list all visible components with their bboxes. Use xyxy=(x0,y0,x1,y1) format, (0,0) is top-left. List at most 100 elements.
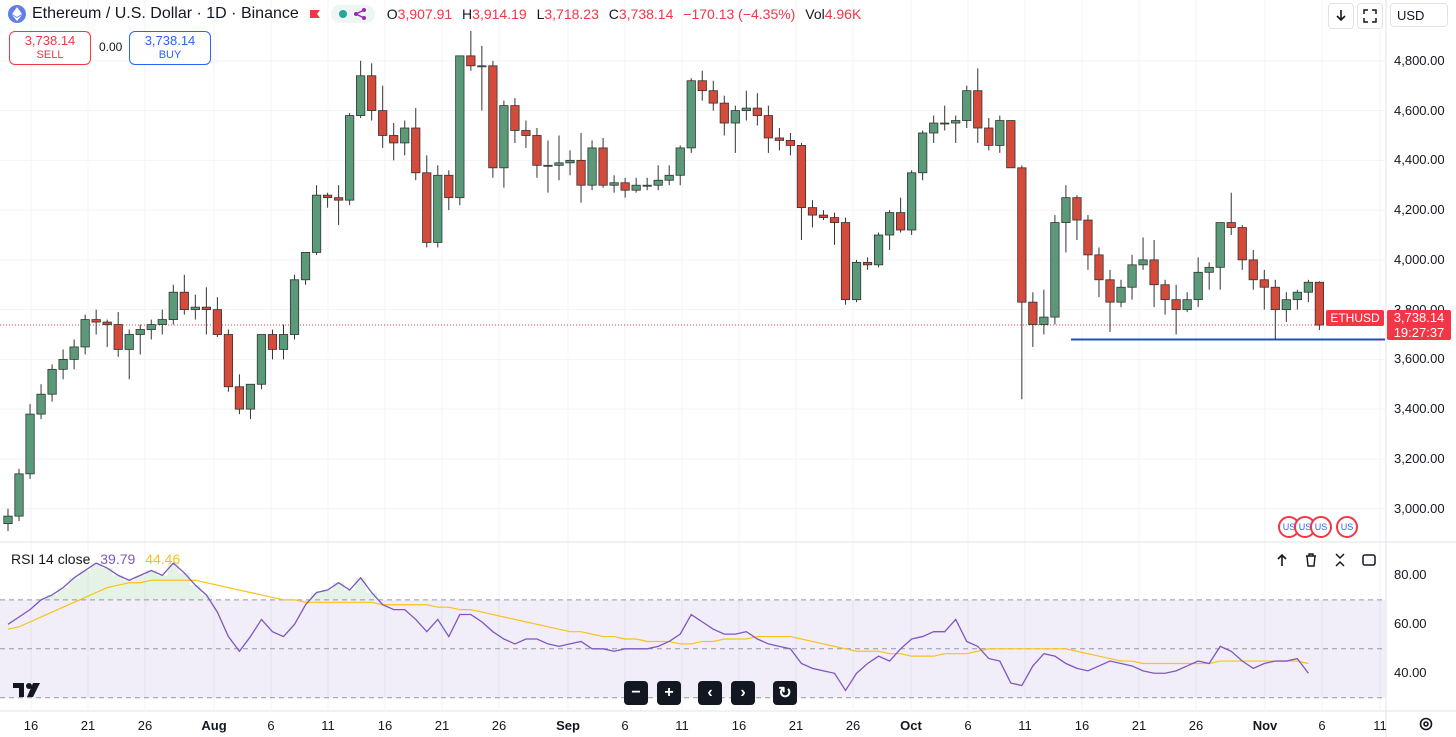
collapse-icon xyxy=(1335,553,1345,567)
ethereum-logo-icon xyxy=(8,5,26,23)
candle-body xyxy=(1226,222,1236,228)
currency-select[interactable]: USD xyxy=(1390,3,1448,27)
time-axis-label: 16 xyxy=(1074,718,1090,733)
buy-label: BUY xyxy=(158,49,182,61)
candle-body xyxy=(36,393,46,415)
candle-body xyxy=(256,334,267,385)
time-axis-label: 16 xyxy=(731,718,747,733)
candle-body xyxy=(1281,299,1291,311)
gear-icon xyxy=(1419,717,1433,731)
sell-button[interactable]: 3,738.14 SELL xyxy=(9,31,91,65)
candle-body xyxy=(345,115,355,201)
price-axis-label: 3,400.00 xyxy=(1394,401,1445,417)
zoom-out-button[interactable]: − xyxy=(624,681,648,705)
candle-body xyxy=(1006,120,1016,169)
fullscreen-button[interactable] xyxy=(1357,3,1383,29)
maximize-icon xyxy=(1362,554,1376,566)
rsi-axis-label: 80.00 xyxy=(1394,567,1427,583)
candle-body xyxy=(234,386,245,410)
candle-body xyxy=(146,324,156,330)
candle-body xyxy=(598,147,608,186)
buy-button[interactable]: 3,738.14 BUY xyxy=(129,31,211,65)
candle-body xyxy=(1248,259,1258,281)
candle-body xyxy=(620,182,630,191)
candle-body xyxy=(1072,197,1082,221)
candle-body xyxy=(455,55,465,199)
candle-body xyxy=(289,279,300,335)
change-value: −170.13 (−4.35%) xyxy=(683,6,796,22)
last-price-tag: 3,738.14 19:27:37 xyxy=(1387,310,1451,340)
candle-body xyxy=(554,162,564,166)
us-flag-event-icon[interactable]: US xyxy=(1310,516,1332,538)
candle-body xyxy=(1160,284,1170,301)
candle-body xyxy=(1215,222,1225,268)
candle-body xyxy=(102,321,112,325)
time-axis-label: 16 xyxy=(377,718,393,733)
economic-events[interactable]: US US US US xyxy=(1278,516,1358,538)
scroll-left-button[interactable]: ‹ xyxy=(698,681,722,705)
time-axis-label: 11 xyxy=(321,718,335,733)
time-axis-label: 21 xyxy=(80,718,96,733)
candle-body xyxy=(940,122,950,125)
data-status-pill[interactable] xyxy=(330,5,375,23)
candle-body xyxy=(367,75,377,111)
time-axis-label: 16 xyxy=(23,718,39,733)
symbol-legend[interactable]: Ethereum / U.S. Dollar · 1D · Binance O3… xyxy=(8,3,867,25)
settings-button[interactable] xyxy=(1418,716,1434,736)
candle-body xyxy=(1083,219,1093,256)
rsi-ma-line xyxy=(7,579,1309,665)
download-button[interactable] xyxy=(1328,3,1354,29)
candle-body xyxy=(708,90,718,104)
candle-body xyxy=(47,368,57,395)
spread-value: 0.00 xyxy=(99,40,123,54)
time-axis-label: Oct xyxy=(900,718,922,733)
move-pane-up-button[interactable] xyxy=(1270,548,1294,572)
zoom-in-button[interactable]: + xyxy=(657,681,681,705)
maximize-pane-button[interactable] xyxy=(1357,548,1381,572)
time-axis-label: Aug xyxy=(201,718,227,733)
trash-icon xyxy=(1306,553,1316,567)
collapse-pane-button[interactable] xyxy=(1328,548,1352,572)
candle-body xyxy=(201,306,211,311)
candle-body xyxy=(3,515,13,524)
symbol-title[interactable]: Ethereum / U.S. Dollar · 1D · Binance xyxy=(32,5,299,22)
candle-body xyxy=(278,334,289,350)
rsi-axis-label: 60.00 xyxy=(1394,616,1427,632)
candle-body xyxy=(543,164,553,167)
candle-body xyxy=(840,222,851,301)
candle-body xyxy=(300,252,311,281)
candle-body xyxy=(1028,301,1038,325)
time-axis-label: 6 xyxy=(267,718,275,733)
arrow-up-icon xyxy=(1277,553,1287,566)
candle-body xyxy=(741,107,751,111)
rsi-legend[interactable]: RSI 14 close 39.79 44.46 xyxy=(11,551,180,567)
price-axis-label: 3,600.00 xyxy=(1394,351,1445,367)
candle-body xyxy=(1259,279,1269,288)
candle-body xyxy=(25,413,35,475)
candle-body xyxy=(157,319,167,325)
candle-body xyxy=(686,80,696,149)
candle-body xyxy=(400,127,410,144)
candle-body xyxy=(532,135,542,166)
bar-countdown: 19:27:37 xyxy=(1393,325,1445,340)
candle-body xyxy=(58,358,68,370)
tradingview-logo[interactable] xyxy=(13,681,45,702)
scroll-right-button[interactable]: › xyxy=(731,681,755,705)
candle-body xyxy=(389,135,399,144)
candle-body xyxy=(212,309,222,335)
buy-price: 3,738.14 xyxy=(144,33,196,48)
candle-body xyxy=(929,122,939,134)
candle-body xyxy=(774,137,785,141)
rsi-value: 39.79 xyxy=(100,551,136,567)
sell-label: SELL xyxy=(36,49,64,61)
candle-body xyxy=(907,172,917,231)
us-flag-event-icon[interactable]: US xyxy=(1336,516,1358,538)
candle-body xyxy=(1127,264,1137,288)
candle-body xyxy=(245,383,256,410)
reset-chart-button[interactable]: ↻ xyxy=(773,681,797,705)
candle-body xyxy=(1149,259,1159,286)
delete-pane-button[interactable] xyxy=(1299,548,1323,572)
candle-body xyxy=(124,334,134,350)
rsi-title: RSI 14 close xyxy=(11,551,91,567)
